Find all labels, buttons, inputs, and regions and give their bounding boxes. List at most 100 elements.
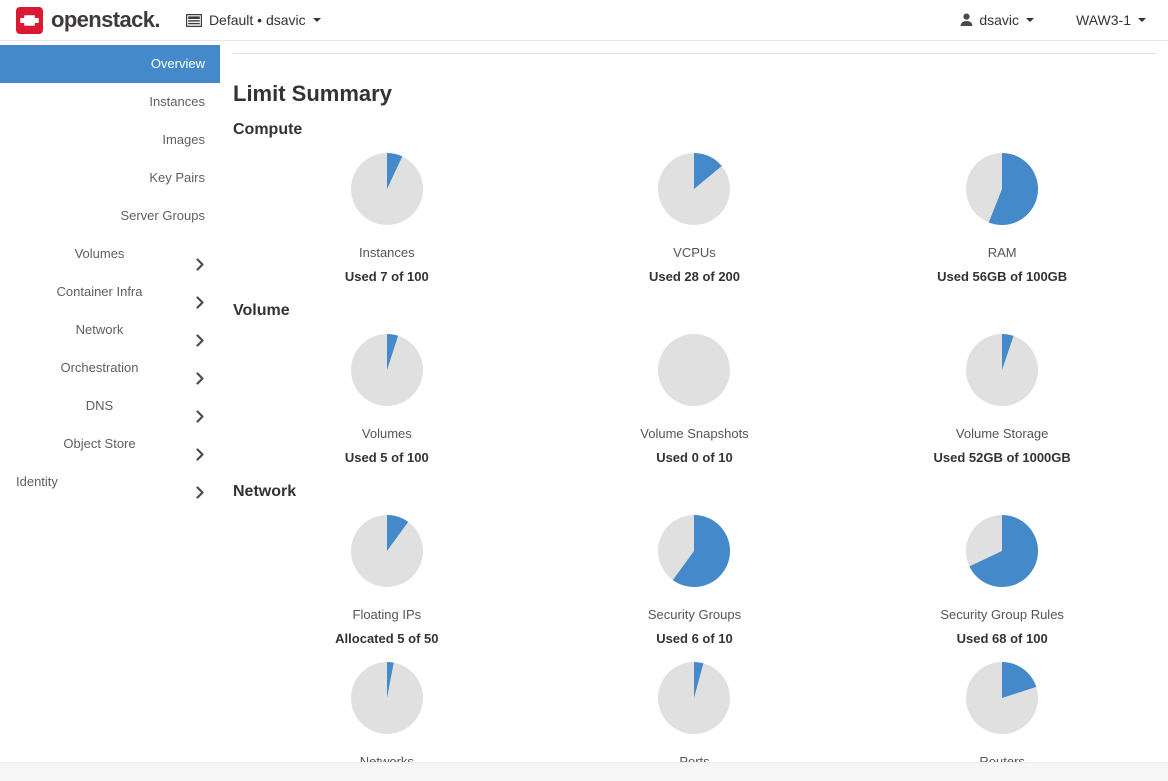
quota-pie-chart: RAM Used 56GB of 100GB	[848, 153, 1156, 284]
charts-grid: Volumes Used 5 of 100 Volume Snapshots U…	[233, 334, 1156, 481]
pie-chart-icon	[658, 662, 731, 739]
quota-pie-chart: Security Groups Used 6 of 10	[541, 515, 849, 646]
chart-usage-caption: Used 5 of 100	[344, 450, 429, 465]
sidebar-item-images[interactable]: Images	[0, 121, 220, 159]
quota-pie-chart: Volume Storage Used 52GB of 1000GB	[848, 334, 1156, 465]
chart-usage-caption: Used 56GB of 100GB	[937, 269, 1068, 284]
quota-pie-chart: Security Group Rules Used 68 of 100	[848, 515, 1156, 646]
sidebar-item-volumes[interactable]: Volumes	[0, 235, 220, 273]
sidebar-item-identity[interactable]: Identity	[0, 463, 220, 501]
project-context-switcher[interactable]: Default • dsavic	[185, 12, 321, 28]
chart-usage-caption: Used 28 of 200	[648, 269, 741, 284]
chevron-right-icon	[196, 248, 204, 286]
sidebar-item-label: Images	[162, 132, 205, 147]
openstack-logo-icon	[16, 6, 43, 34]
pie-chart-icon	[966, 153, 1039, 230]
charts-grid: Floating IPs Allocated 5 of 50 Security …	[233, 515, 1156, 762]
quota-pie-chart: Volume Snapshots Used 0 of 10	[541, 334, 849, 465]
pie-chart-icon	[350, 153, 423, 230]
section-heading: Volume	[233, 302, 290, 319]
openstack-logo[interactable]: openstack.	[16, 6, 161, 34]
top-navbar: openstack. Default • dsavic	[0, 0, 1168, 41]
sidebar-item-dns[interactable]: DNS	[0, 387, 220, 425]
section-heading: Compute	[233, 121, 303, 138]
chart-name: Volume Snapshots	[640, 426, 749, 441]
chevron-right-icon	[196, 362, 204, 400]
chart-usage-caption: Used 7 of 100	[344, 269, 429, 284]
user-menu[interactable]: dsavic	[960, 12, 1035, 28]
sidebar-item-overview[interactable]: Overview	[0, 45, 220, 83]
pie-chart-icon	[350, 515, 423, 592]
pie-chart-icon	[658, 153, 731, 230]
quota-pie-chart: Networks Used 3 of 100	[233, 662, 541, 762]
region-menu-label: WAW3-1	[1076, 12, 1131, 28]
pie-chart-icon	[658, 334, 731, 411]
chevron-down-icon	[312, 18, 321, 22]
sidebar-item-label: Container Infra	[56, 284, 143, 299]
chevron-right-icon	[196, 476, 204, 514]
page-title: Limit Summary	[233, 81, 392, 106]
pie-chart-icon	[658, 515, 731, 592]
sidebar-item-container-infra[interactable]: Container Infra	[0, 273, 220, 311]
chart-name: Volume Storage	[955, 426, 1049, 441]
chevron-right-icon	[196, 324, 204, 362]
user-menu-label: dsavic	[979, 12, 1020, 28]
sidebar-item-orchestration[interactable]: Orchestration	[0, 349, 220, 387]
quota-pie-chart: Instances Used 7 of 100	[233, 153, 541, 284]
navbar-right: dsavic WAW3-1	[960, 12, 1146, 28]
sidebar-item-label: Server Groups	[120, 208, 205, 223]
chart-name: Security Groups	[647, 607, 742, 622]
quota-pie-chart: Routers Used 2 of 10	[848, 662, 1156, 762]
region-menu[interactable]: WAW3-1	[1076, 12, 1146, 28]
sidebar-item-server-groups[interactable]: Server Groups	[0, 197, 220, 235]
chart-name: RAM	[987, 245, 1017, 260]
chevron-down-icon	[1026, 18, 1035, 22]
quota-section: Network Floating IPs Allocated 5 of 50 S…	[233, 483, 1156, 762]
quota-pie-chart: VCPUs Used 28 of 200	[541, 153, 849, 284]
sidebar-item-instances[interactable]: Instances	[0, 83, 220, 121]
chevron-down-icon	[1138, 18, 1146, 22]
chevron-right-icon	[196, 286, 204, 324]
page-footer	[0, 762, 1168, 781]
chart-name: Networks	[359, 754, 414, 762]
quota-section: Volume Volumes Used 5 of 100 Volume Snap…	[233, 302, 1156, 481]
quota-section: Compute Instances Used 7 of 100 VCPUs Us…	[233, 121, 1156, 300]
domain-icon	[185, 13, 209, 27]
chart-name: VCPUs	[673, 245, 716, 260]
sidebar-item-key-pairs[interactable]: Key Pairs	[0, 159, 220, 197]
user-icon	[960, 13, 979, 27]
sidebar-item-label: Object Store	[63, 436, 136, 451]
chart-name: Routers	[979, 754, 1025, 762]
chart-name: Volumes	[361, 426, 412, 441]
limit-summary-sections: Compute Instances Used 7 of 100 VCPUs Us…	[233, 121, 1156, 762]
sidebar-item-label: Network	[75, 322, 124, 337]
chart-usage-caption: Used 0 of 10	[656, 450, 733, 465]
pie-chart-icon	[966, 662, 1039, 739]
quota-pie-chart: Ports Used 21 of 500	[541, 662, 849, 762]
sidebar-item-object-store[interactable]: Object Store	[0, 425, 220, 463]
sidebar-item-label: Key Pairs	[149, 170, 205, 185]
chart-usage-caption: Used 6 of 10	[656, 631, 733, 646]
chart-name: Security Group Rules	[940, 607, 1064, 622]
sidebar-item-label: Orchestration	[60, 360, 139, 375]
sidebar-item-label: Instances	[149, 94, 205, 109]
pie-chart-icon	[966, 515, 1039, 592]
pie-chart-icon	[350, 662, 423, 739]
chevron-right-icon	[196, 400, 204, 438]
sidebar-item-network[interactable]: Network	[0, 311, 220, 349]
chart-name: Floating IPs	[352, 607, 422, 622]
openstack-wordmark: openstack.	[51, 7, 161, 32]
chart-name: Instances	[359, 245, 415, 260]
sidebar-item-label: DNS	[85, 398, 114, 413]
chart-name: Ports	[679, 754, 710, 762]
quota-pie-chart: Floating IPs Allocated 5 of 50	[233, 515, 541, 646]
quota-pie-chart: Volumes Used 5 of 100	[233, 334, 541, 465]
chevron-right-icon	[196, 438, 204, 476]
sidebar-item-label: Volumes	[74, 246, 125, 261]
chart-usage-caption: Allocated 5 of 50	[335, 631, 439, 646]
main-content: Limit Summary Compute Instances Used 7 o…	[220, 41, 1168, 762]
chart-usage-caption: Used 68 of 100	[956, 631, 1048, 646]
section-heading: Network	[233, 483, 297, 500]
pie-chart-icon	[966, 334, 1039, 411]
